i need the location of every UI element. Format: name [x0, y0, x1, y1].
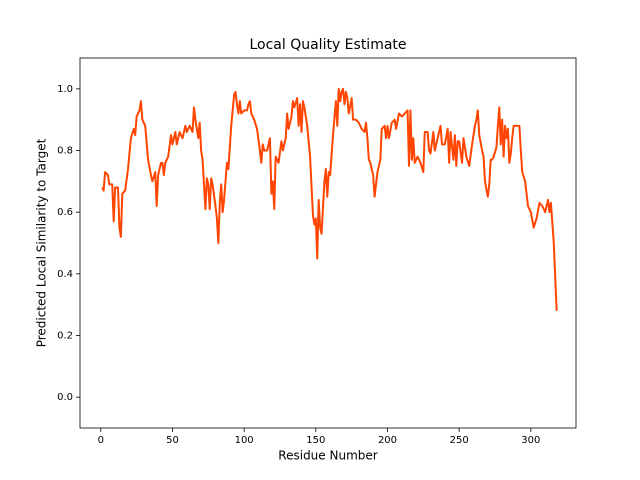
plot-frame: [79, 57, 577, 429]
x-tick-label: 50: [166, 435, 179, 446]
y-tick-label: 0.2: [57, 331, 73, 342]
y-tick-label: 0.0: [57, 392, 73, 403]
x-tick-label: 0: [98, 435, 104, 446]
y-tick-label: 1.0: [57, 84, 73, 95]
y-axis-label: Predicted Local Similarity to Target: [35, 138, 49, 347]
data-line: [101, 87, 558, 311]
y-tick-label: 0.8: [57, 146, 73, 157]
x-axis-label: Residue Number: [278, 449, 377, 463]
y-tick-label: 0.4: [57, 269, 73, 280]
x-tick-label: 100: [235, 435, 254, 446]
x-tick-label: 200: [378, 435, 397, 446]
x-tick-label: 250: [450, 435, 469, 446]
chart-title: Local Quality Estimate: [249, 37, 406, 53]
x-tick-label: 150: [306, 435, 325, 446]
x-tick-label: 300: [521, 435, 540, 446]
y-tick-label: 0.6: [57, 207, 73, 218]
